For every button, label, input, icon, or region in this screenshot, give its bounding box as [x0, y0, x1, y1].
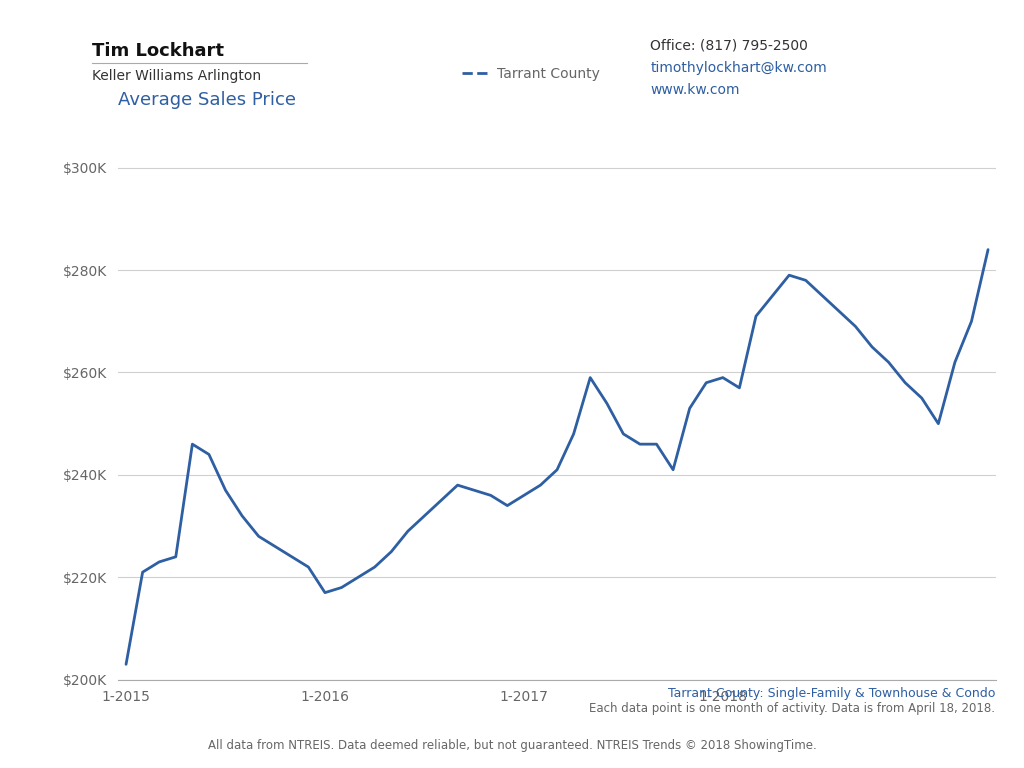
Text: www.kw.com: www.kw.com: [650, 83, 739, 97]
Text: Each data point is one month of activity. Data is from April 18, 2018.: Each data point is one month of activity…: [590, 702, 995, 715]
Text: Office: (817) 795-2500: Office: (817) 795-2500: [650, 38, 808, 52]
Text: Average Sales Price: Average Sales Price: [118, 91, 296, 109]
Text: All data from NTREIS. Data deemed reliable, but not guaranteed. NTREIS Trends © : All data from NTREIS. Data deemed reliab…: [208, 739, 816, 752]
Text: Tarrant County: Single-Family & Townhouse & Condo: Tarrant County: Single-Family & Townhous…: [668, 687, 995, 700]
Legend: Tarrant County: Tarrant County: [457, 61, 605, 87]
Text: Keller Williams Arlington: Keller Williams Arlington: [92, 69, 261, 83]
Text: timothylockhart@kw.com: timothylockhart@kw.com: [650, 61, 827, 74]
Text: Tim Lockhart: Tim Lockhart: [92, 42, 224, 60]
